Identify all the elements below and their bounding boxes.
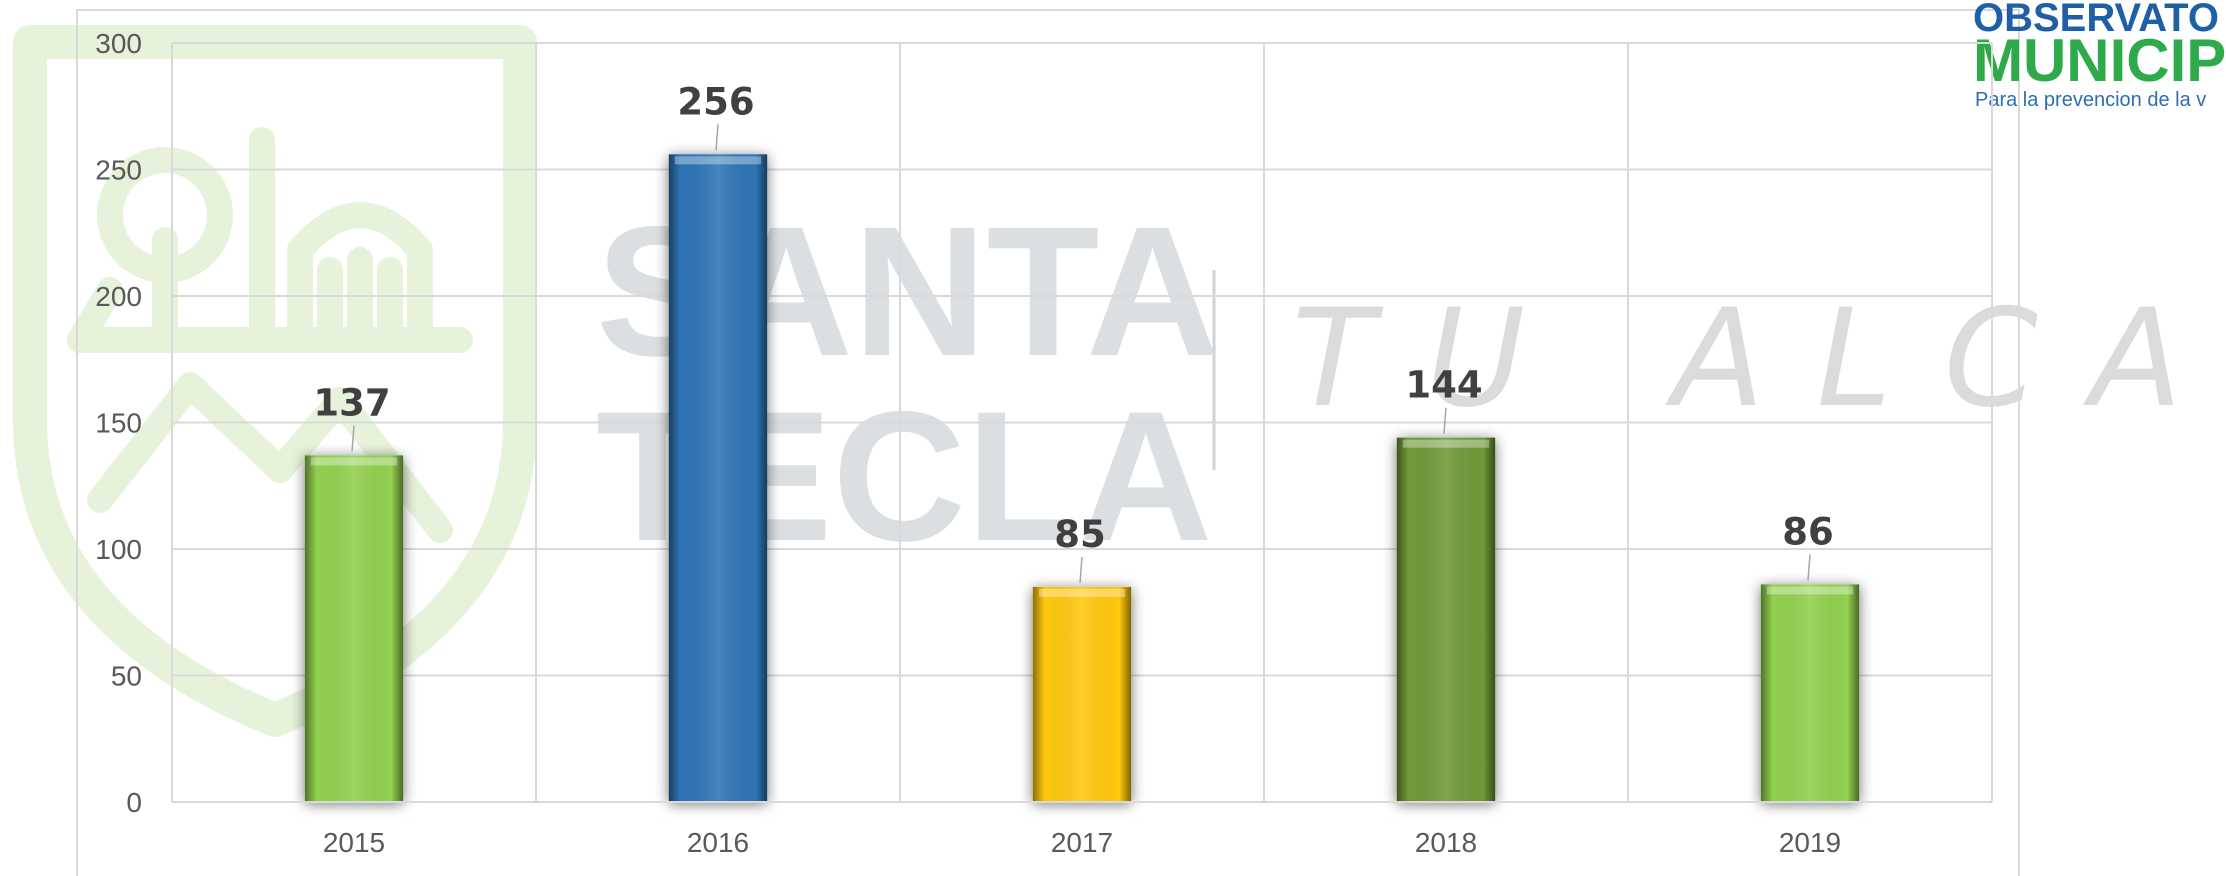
bar-shading — [669, 154, 767, 802]
chart: SANTA TECLA TU ALCALDÍA OBSERVATO MUNICI… — [0, 0, 2226, 876]
x-tick-label: 2017 — [1051, 827, 1113, 858]
x-tick-label: 2016 — [687, 827, 749, 858]
x-tick-label: 2015 — [323, 827, 385, 858]
bar-bevel — [311, 457, 397, 465]
shield-watermark — [30, 42, 520, 720]
bar-bevel — [1767, 586, 1853, 594]
value-label: 86 — [1782, 510, 1834, 553]
bar-bevel — [1039, 589, 1125, 597]
bar-shading — [1033, 587, 1131, 802]
page: Chart {"chart_data": {"type": "bar", "ca… — [0, 0, 2226, 876]
x-tick-label: 2018 — [1415, 827, 1477, 858]
leader-line — [1808, 554, 1810, 580]
bar-shading — [305, 455, 403, 802]
y-tick-label: 200 — [95, 281, 142, 312]
value-label: 137 — [313, 381, 390, 424]
y-tick-label: 250 — [95, 155, 142, 186]
logo-tagline: Para la prevencion de la v — [1975, 89, 2206, 111]
y-tick-label: 150 — [95, 408, 142, 439]
bar-shading — [1397, 438, 1495, 802]
y-tick-label: 100 — [95, 534, 142, 565]
y-tick-label: 300 — [95, 28, 142, 59]
leader-line — [716, 124, 718, 150]
watermark-text: TU ALCALDÍA — [1292, 279, 2226, 437]
bar-bevel — [1403, 440, 1489, 448]
value-label: 256 — [677, 80, 754, 123]
y-tick-label: 50 — [111, 661, 142, 692]
value-label: 144 — [1405, 364, 1482, 407]
value-label: 85 — [1054, 513, 1106, 556]
y-tick-label: 0 — [126, 787, 142, 818]
bar-bevel — [675, 156, 761, 164]
page-body: SANTA TECLA TU ALCALDÍA OBSERVATO MUNICI… — [0, 0, 2226, 876]
logo-text: MUNICIP — [1973, 27, 2226, 94]
x-tick-label: 2019 — [1779, 827, 1841, 858]
bar-shading — [1761, 584, 1859, 802]
